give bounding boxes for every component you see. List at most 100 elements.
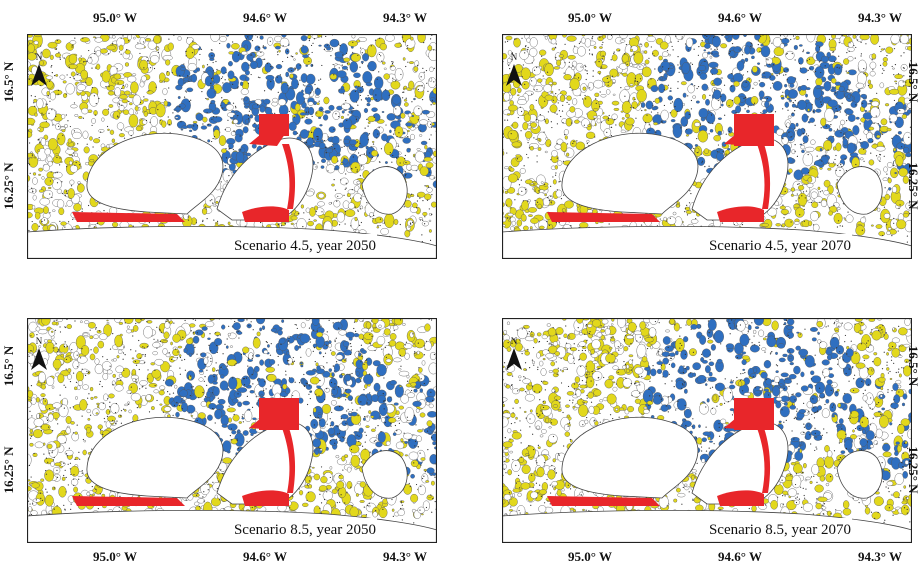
speck	[558, 181, 560, 183]
land-patch	[587, 124, 592, 127]
land-patch	[66, 200, 73, 207]
land-patch	[643, 50, 648, 54]
speck	[359, 90, 361, 92]
speck	[424, 216, 426, 218]
speck	[892, 164, 894, 167]
speck	[367, 65, 369, 67]
land-patch	[883, 166, 888, 173]
speck	[149, 112, 151, 114]
land-patch	[622, 72, 628, 77]
land-patch	[87, 57, 93, 64]
speck	[380, 55, 382, 57]
speck	[526, 153, 528, 156]
speck	[527, 48, 529, 51]
speck	[901, 146, 903, 148]
land-patch	[274, 45, 281, 50]
land-patch	[409, 61, 414, 65]
speck	[794, 59, 796, 61]
land-patch	[684, 206, 690, 211]
speck	[34, 53, 37, 55]
land-patch	[60, 221, 67, 226]
speck	[433, 177, 435, 179]
land-patch	[429, 77, 433, 82]
land-patch	[44, 148, 51, 156]
land-patch	[875, 146, 886, 152]
land-patch	[426, 187, 433, 193]
land-patch	[593, 79, 604, 89]
speck	[55, 115, 57, 118]
speck	[332, 63, 334, 66]
speck	[359, 208, 361, 210]
land-patch	[27, 212, 33, 219]
speck	[675, 35, 677, 37]
speck	[835, 154, 837, 157]
speck	[670, 87, 672, 89]
land-patch	[419, 166, 429, 176]
speck	[28, 229, 30, 232]
speck	[859, 123, 861, 125]
speck	[318, 79, 320, 81]
land-patch	[553, 66, 560, 70]
speck	[369, 216, 371, 218]
speck	[155, 86, 157, 88]
land-patch	[384, 213, 395, 229]
speck	[729, 51, 731, 53]
land-patch	[40, 138, 47, 146]
land-patch	[682, 92, 687, 98]
speck	[392, 154, 394, 157]
land-patch	[69, 164, 78, 173]
land-patch	[106, 144, 110, 149]
speck	[816, 51, 819, 53]
land-patch	[855, 116, 860, 120]
speck	[78, 183, 80, 186]
land-patch	[658, 55, 663, 61]
speck	[820, 127, 822, 129]
speck	[324, 139, 326, 142]
speck	[606, 131, 608, 134]
speck	[690, 62, 692, 64]
land-patch	[70, 71, 76, 77]
land-patch	[166, 71, 170, 77]
land-patch	[717, 117, 722, 120]
speck	[352, 51, 354, 54]
speck	[291, 56, 293, 58]
speck	[893, 99, 896, 102]
land-patch	[238, 421, 242, 424]
speck	[849, 128, 851, 130]
speck	[879, 154, 882, 156]
land-patch	[802, 152, 813, 167]
land-patch	[785, 122, 791, 128]
land-patch	[869, 70, 876, 77]
land-patch	[85, 77, 93, 87]
speck	[270, 65, 272, 68]
land-patch	[876, 134, 881, 139]
speck	[897, 230, 899, 232]
land-patch	[888, 113, 898, 123]
speck	[634, 98, 636, 101]
land-patch	[548, 195, 553, 200]
land-patch	[537, 78, 543, 83]
speck	[669, 112, 671, 114]
land-patch	[619, 39, 626, 43]
speck	[202, 220, 204, 223]
speck	[331, 145, 333, 147]
land-patch	[76, 84, 86, 91]
speck	[769, 76, 771, 78]
land-patch	[60, 161, 63, 163]
land-patch	[41, 217, 48, 225]
speck	[128, 40, 130, 42]
land-patch	[42, 164, 50, 172]
land-patch	[575, 62, 584, 72]
land-patch	[306, 137, 314, 147]
speck	[528, 147, 531, 149]
land-patch	[780, 96, 785, 100]
land-patch	[33, 98, 38, 103]
land-patch	[31, 223, 39, 232]
speck	[148, 90, 150, 92]
speck	[417, 88, 419, 91]
speck	[121, 104, 123, 107]
land-patch	[54, 52, 62, 58]
land-patch	[93, 138, 101, 144]
speck	[407, 136, 409, 138]
speck	[317, 136, 319, 138]
